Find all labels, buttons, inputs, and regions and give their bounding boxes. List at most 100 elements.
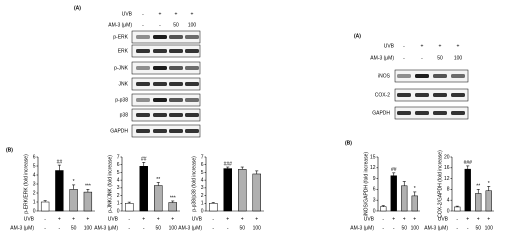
- treatment-value: 100: [169, 225, 178, 231]
- band: [185, 98, 199, 102]
- annotation: ###: [464, 160, 473, 166]
- y-tick-label: 3: [117, 185, 120, 191]
- treatment-value: -: [142, 22, 144, 28]
- y-tick-label: 9: [373, 176, 376, 182]
- y-tick-label: 0: [373, 208, 376, 214]
- treatment-value: 50: [239, 225, 245, 231]
- band: [185, 66, 199, 70]
- y-tick-label: 7: [201, 154, 204, 160]
- band: [169, 49, 183, 53]
- treatment-value: +: [241, 216, 244, 222]
- treatment-value: 100: [84, 225, 93, 231]
- y-tick-label: 5: [117, 170, 120, 176]
- treatment-value: +: [413, 216, 416, 222]
- blot-label: iNOS: [378, 73, 391, 79]
- treatment-label: AM-3 (μM): [94, 225, 118, 231]
- treatment-value: -: [382, 216, 384, 222]
- panel-label: (B): [6, 147, 13, 153]
- band: [185, 35, 199, 39]
- annotation: **: [156, 177, 160, 183]
- y-tick-label: 0: [447, 208, 450, 214]
- y-tick-label: 4: [33, 172, 36, 178]
- bar: [238, 169, 247, 212]
- treatment-label: AM-3 (μM): [108, 22, 132, 28]
- treatment-value: -: [128, 225, 130, 231]
- treatment-value: -: [44, 216, 46, 222]
- treatment-value: -: [44, 225, 46, 231]
- bar: [83, 191, 93, 212]
- band: [185, 82, 199, 86]
- y-tick-label: 3: [33, 181, 36, 187]
- y-tick-label: 12: [370, 165, 376, 171]
- treatment-value: 100: [454, 55, 463, 61]
- annotation: **: [476, 184, 480, 190]
- bar: [223, 168, 232, 212]
- treatment-value: 50: [173, 22, 179, 28]
- treatment-value: -: [456, 225, 458, 231]
- y-tick-label: 4: [447, 198, 450, 204]
- band: [136, 129, 150, 133]
- band: [415, 74, 429, 78]
- y-tick-label: 6: [33, 154, 36, 160]
- band: [451, 93, 465, 97]
- band: [136, 35, 150, 39]
- y-tick-label: 6: [117, 162, 120, 168]
- bar: [485, 190, 492, 212]
- blot-label: p-JNK: [114, 65, 129, 71]
- y-axis-label: p-ERK/ERK (fold increase): [23, 154, 29, 214]
- band: [136, 82, 150, 86]
- bar: [139, 166, 148, 212]
- band: [433, 93, 447, 97]
- y-tick-label: 5: [33, 163, 36, 169]
- annotation: ###: [224, 161, 233, 167]
- band: [451, 74, 465, 78]
- treatment-value: +: [72, 216, 75, 222]
- annotation: ***: [170, 195, 176, 201]
- y-axis-label: p-JNK/JNK (fold increase): [107, 155, 113, 213]
- band: [169, 129, 183, 133]
- treatment-label: UVB: [438, 216, 449, 222]
- treatment-value: +: [457, 43, 460, 49]
- treatment-value: 50: [437, 55, 443, 61]
- treatment-value: -: [142, 11, 144, 17]
- y-tick-label: 7: [117, 154, 120, 160]
- bar: [55, 170, 64, 212]
- treatment-value: 100: [253, 225, 262, 231]
- y-tick-label: 2: [201, 193, 204, 199]
- blot-frame: [394, 106, 469, 120]
- bar: [380, 206, 387, 212]
- treatment-value: +: [439, 43, 442, 49]
- treatment-label: AM-3 (μM): [424, 225, 448, 231]
- y-tick-label: 0: [33, 208, 36, 214]
- treatment-label: UVB: [24, 216, 35, 222]
- bar: [401, 185, 408, 212]
- treatment-value: -: [128, 216, 130, 222]
- treatment-value: +: [86, 216, 89, 222]
- treatment-value: +: [171, 216, 174, 222]
- treatment-value: -: [59, 225, 61, 231]
- bar: [464, 168, 471, 212]
- band: [153, 49, 167, 53]
- blot-frame: [394, 69, 469, 83]
- y-tick-label: 3: [201, 185, 204, 191]
- y-tick-label: 2: [117, 193, 120, 199]
- blot-label: COX-2: [375, 92, 391, 98]
- y-tick-label: 1: [117, 201, 120, 207]
- bar: [69, 189, 78, 212]
- band: [169, 113, 183, 117]
- treatment-value: -: [467, 225, 469, 231]
- y-axis-label: p-p38/p38 (fold increase): [191, 156, 197, 212]
- treatment-label: UVB: [108, 216, 119, 222]
- treatment-value: 100: [411, 225, 420, 231]
- band: [136, 98, 150, 102]
- panel-label: (A): [354, 33, 361, 39]
- blot-label: p38: [120, 112, 129, 118]
- treatment-value: 50: [155, 225, 161, 231]
- band: [451, 111, 465, 115]
- bar: [40, 201, 50, 212]
- treatment-value: -: [421, 55, 423, 61]
- band: [169, 66, 183, 70]
- band: [397, 93, 411, 97]
- blot-label: GAPDH: [372, 110, 390, 116]
- y-tick-label: 8: [447, 187, 450, 193]
